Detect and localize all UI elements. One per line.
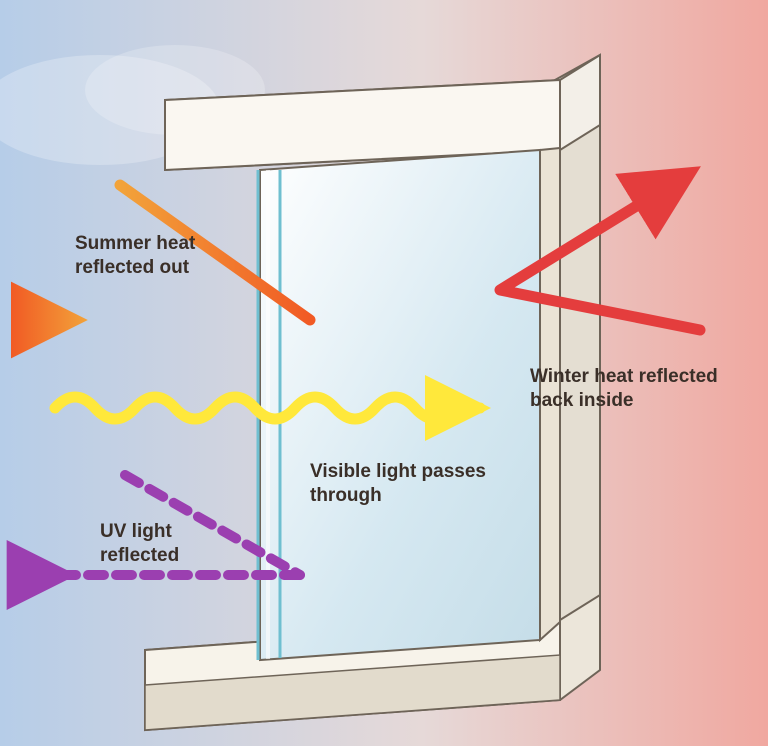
summer-heat-label: Summer heat reflected out xyxy=(75,232,195,280)
winter-heat-label: Winter heat reflected back inside xyxy=(530,365,718,413)
uv-light-label: UV light reflected xyxy=(100,520,179,568)
diagram-stage: Summer heat reflected out Winter heat re… xyxy=(0,0,768,746)
visible-light-label: Visible light passes through xyxy=(310,460,486,508)
